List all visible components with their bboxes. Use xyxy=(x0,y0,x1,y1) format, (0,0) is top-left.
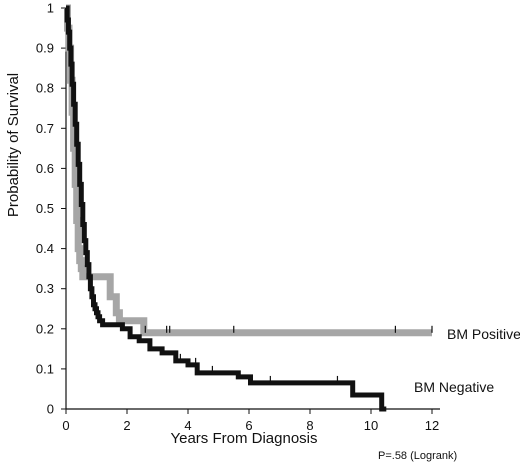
axes xyxy=(65,8,440,410)
logrank-annotation: P=.58 (Logrank) xyxy=(378,450,457,462)
y-tick-label: 0.4 xyxy=(36,241,54,256)
series-label-bm-negative: BM Negative xyxy=(414,379,494,395)
x-tick-label: 2 xyxy=(123,418,130,433)
y-tick-label: 0.6 xyxy=(36,161,54,176)
series-line-bm-negative xyxy=(64,5,387,412)
y-tick-label: 0.9 xyxy=(36,41,54,56)
x-tick-label: 12 xyxy=(425,418,439,433)
y-tick-label: 0 xyxy=(47,402,54,417)
series-label-bm-positive: BM Positive xyxy=(447,326,520,342)
x-ticks: 0 2 4 6 8 10 12 xyxy=(62,409,439,433)
x-tick-label: 6 xyxy=(245,418,252,433)
series-line-bm-positive xyxy=(64,4,432,337)
x-tick-label: 4 xyxy=(184,418,191,433)
y-tick-label: 0.2 xyxy=(36,321,54,336)
y-tick-label: 0.1 xyxy=(36,361,54,376)
y-axis-title: Probability of Survival xyxy=(5,73,22,217)
x-tick-label: 10 xyxy=(364,418,378,433)
y-tick-label: 0.5 xyxy=(36,201,54,216)
x-axis-title: Years From Diagnosis xyxy=(170,430,317,447)
x-tick-label: 8 xyxy=(306,418,313,433)
y-tick-label: 1 xyxy=(47,1,54,16)
y-ticks: 0 0.1 0.2 0.3 0.4 0.5 0.6 0.7 0.8 0.9 1 xyxy=(36,1,66,417)
y-tick-label: 0.7 xyxy=(36,121,54,136)
x-tick-label: 0 xyxy=(62,418,69,433)
y-tick-label: 0.8 xyxy=(36,81,54,96)
series-layer xyxy=(64,4,433,412)
y-tick-label: 0.3 xyxy=(36,281,54,296)
